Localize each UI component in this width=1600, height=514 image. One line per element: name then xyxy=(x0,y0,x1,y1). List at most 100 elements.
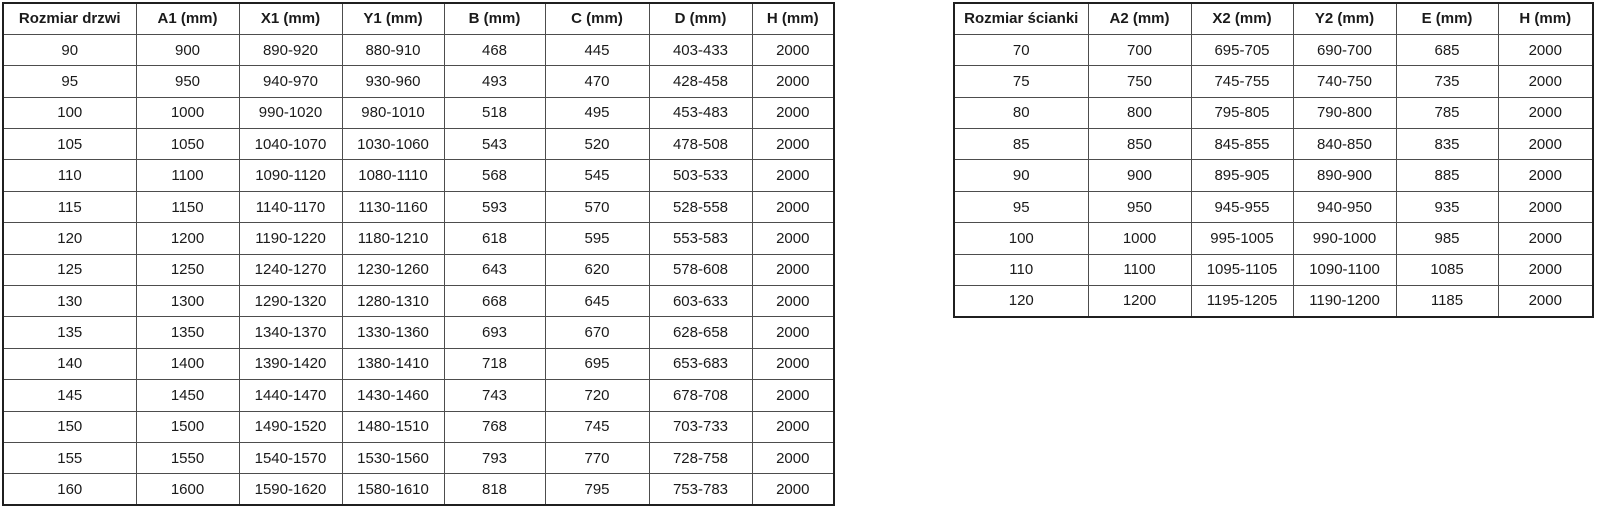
table-cell: 678-708 xyxy=(648,379,753,412)
table-row: 110 1100 1095-1105 1090-1100 1085 2000 xyxy=(953,253,1594,287)
table-cell: 553-583 xyxy=(648,222,753,255)
table-cell: 750 xyxy=(1087,65,1192,98)
table-cell: 1250 xyxy=(135,253,240,287)
table-cell: 80 xyxy=(953,96,1089,130)
table-row: 85 850 845-855 840-850 835 2000 xyxy=(953,128,1594,161)
column-header: D (mm) xyxy=(648,2,753,35)
table-cell: 693 xyxy=(443,316,546,349)
table-cell: 945-955 xyxy=(1190,190,1294,224)
table-cell: 528-558 xyxy=(648,190,753,224)
table-row: 140 1400 1390-1420 1380-1410 718 695 653-683 20… xyxy=(2,347,835,381)
table-cell: 2000 xyxy=(751,159,835,192)
table-cell: 1090-1120 xyxy=(238,159,343,192)
table-row: 90 900 895-905 890-900 885 2000 xyxy=(953,159,1594,192)
table-cell: 940-950 xyxy=(1292,190,1397,224)
table-cell: 403-433 xyxy=(648,33,753,67)
table-cell: 110 xyxy=(953,253,1089,287)
table-cell: 685 xyxy=(1395,33,1499,67)
table-cell: 1185 xyxy=(1395,285,1499,318)
column-header: C (mm) xyxy=(544,2,650,35)
table-cell: 1240-1270 xyxy=(238,253,343,287)
table-cell: 618 xyxy=(443,222,546,255)
table-cell: 1190-1200 xyxy=(1292,285,1397,318)
column-header: A1 (mm) xyxy=(135,2,240,35)
table-row: 80 800 795-805 790-800 785 2000 xyxy=(953,96,1594,130)
table-cell: 1200 xyxy=(1087,285,1192,318)
table-cell: 695-705 xyxy=(1190,33,1294,67)
column-header: X2 (mm) xyxy=(1190,2,1294,35)
table-cell: 520 xyxy=(544,128,650,161)
column-header: Rozmiar drzwi xyxy=(2,2,137,35)
table-cell: 120 xyxy=(953,285,1089,318)
table-cell: 90 xyxy=(953,159,1089,192)
table-cell: 620 xyxy=(544,253,650,287)
table-row: 90 900 890-920 880-910 468 445 403-433 2000 xyxy=(2,33,835,67)
table-cell: 950 xyxy=(1087,190,1192,224)
table-cell: 493 xyxy=(443,65,546,98)
table-cell: 2000 xyxy=(1497,65,1594,98)
table-cell: 895-905 xyxy=(1190,159,1294,192)
table-cell: 1400 xyxy=(135,347,240,381)
table-cell: 1140-1170 xyxy=(238,190,343,224)
table-cell: 95 xyxy=(953,190,1089,224)
table-cell: 468 xyxy=(443,33,546,67)
table-cell: 1340-1370 xyxy=(238,316,343,349)
table-cell: 115 xyxy=(2,190,137,224)
table-cell: 795-805 xyxy=(1190,96,1294,130)
table-cell: 1430-1460 xyxy=(341,379,445,412)
table-cell: 1440-1470 xyxy=(238,379,343,412)
table-cell: 568 xyxy=(443,159,546,192)
table-cell: 495 xyxy=(544,96,650,130)
table-cell: 1000 xyxy=(1087,222,1192,255)
table-cell: 2000 xyxy=(751,128,835,161)
table-cell: 1330-1360 xyxy=(341,316,445,349)
column-header: E (mm) xyxy=(1395,2,1499,35)
table-cell: 745 xyxy=(544,410,650,443)
table-cell: 790-800 xyxy=(1292,96,1397,130)
table-cell: 690-700 xyxy=(1292,33,1397,67)
table-cell: 2000 xyxy=(1497,222,1594,255)
table-cell: 603-633 xyxy=(648,285,753,318)
table-cell: 428-458 xyxy=(648,65,753,98)
table-cell: 2000 xyxy=(751,316,835,349)
table-row: 130 1300 1290-1320 1280-1310 668 645 603-633 20… xyxy=(2,285,835,318)
table-row: 95 950 940-970 930-960 493 470 428-458 2000 xyxy=(2,65,835,98)
table-cell: 885 xyxy=(1395,159,1499,192)
table-cell: 445 xyxy=(544,33,650,67)
table-cell: 793 xyxy=(443,441,546,475)
table-cell: 2000 xyxy=(751,473,835,506)
column-header: X1 (mm) xyxy=(238,2,343,35)
table-cell: 990-1000 xyxy=(1292,222,1397,255)
table-row: 160 1600 1590-1620 1580-1610 818 795 753-783 20… xyxy=(2,473,835,506)
table-cell: 2000 xyxy=(751,347,835,381)
column-header: Y2 (mm) xyxy=(1292,2,1397,35)
table-cell: 930-960 xyxy=(341,65,445,98)
table-cell: 160 xyxy=(2,473,137,506)
table-cell: 818 xyxy=(443,473,546,506)
table-cell: 1130-1160 xyxy=(341,190,445,224)
table-cell: 1480-1510 xyxy=(341,410,445,443)
table-cell: 1095-1105 xyxy=(1190,253,1294,287)
column-header: H (mm) xyxy=(751,2,835,35)
table-cell: 2000 xyxy=(1497,96,1594,130)
table-cell: 1000 xyxy=(135,96,240,130)
table-cell: 628-658 xyxy=(648,316,753,349)
table-row: 125 1250 1240-1270 1230-1260 643 620 578-608 20… xyxy=(2,253,835,287)
table-cell: 1590-1620 xyxy=(238,473,343,506)
table-row: 155 1550 1540-1570 1530-1560 793 770 728-758 20… xyxy=(2,441,835,475)
table-cell: 100 xyxy=(953,222,1089,255)
table-cell: 130 xyxy=(2,285,137,318)
table-cell: 735 xyxy=(1395,65,1499,98)
table-cell: 850 xyxy=(1087,128,1192,161)
table-cell: 2000 xyxy=(751,285,835,318)
table-cell: 135 xyxy=(2,316,137,349)
table-cell: 2000 xyxy=(1497,159,1594,192)
table-cell: 768 xyxy=(443,410,546,443)
table-cell: 753-783 xyxy=(648,473,753,506)
table-cell: 1200 xyxy=(135,222,240,255)
table-cell: 470 xyxy=(544,65,650,98)
table-cell: 595 xyxy=(544,222,650,255)
table-cell: 985 xyxy=(1395,222,1499,255)
table-cell: 745-755 xyxy=(1190,65,1294,98)
table-cell: 503-533 xyxy=(648,159,753,192)
